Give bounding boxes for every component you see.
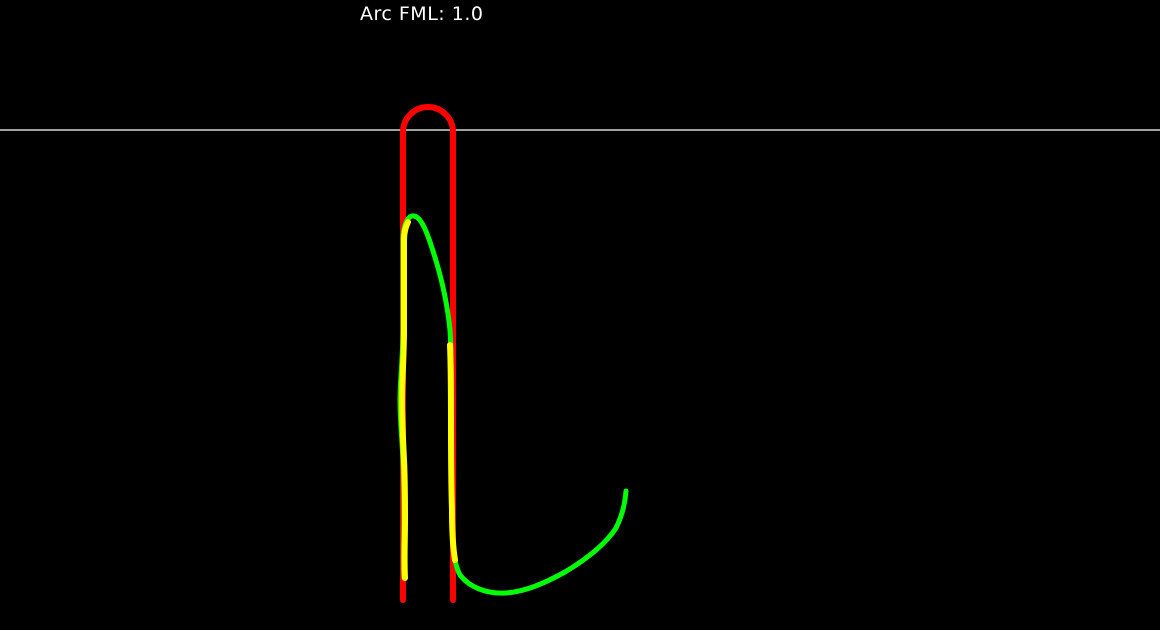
template-arc-shape (400, 104, 456, 603)
trace-overlap-right-yellow (447, 342, 458, 563)
trace-overlap-left-yellow (399, 219, 411, 581)
trace-stroke-green (397, 213, 629, 596)
arc-fml-score-label: Arc FML: 1.0 (360, 3, 484, 25)
